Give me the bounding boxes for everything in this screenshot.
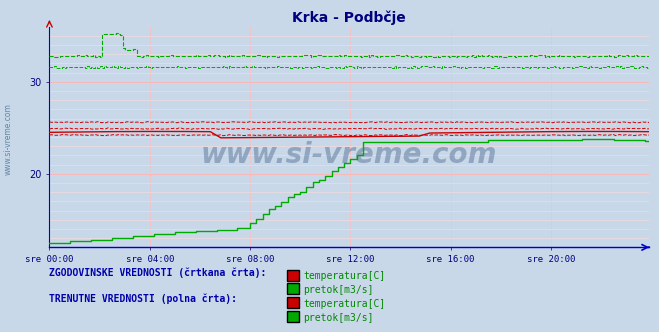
Text: www.si-vreme.com: www.si-vreme.com xyxy=(3,104,13,175)
Text: ZGODOVINSKE VREDNOSTI (črtkana črta):: ZGODOVINSKE VREDNOSTI (črtkana črta): xyxy=(49,267,267,278)
Text: temperatura[C]: temperatura[C] xyxy=(303,299,386,309)
Text: temperatura[C]: temperatura[C] xyxy=(303,271,386,281)
Title: Krka - Podbčje: Krka - Podbčje xyxy=(293,11,406,25)
Text: www.si-vreme.com: www.si-vreme.com xyxy=(201,141,498,169)
Text: pretok[m3/s]: pretok[m3/s] xyxy=(303,285,374,294)
Text: pretok[m3/s]: pretok[m3/s] xyxy=(303,313,374,323)
Text: TRENUTNE VREDNOSTI (polna črta):: TRENUTNE VREDNOSTI (polna črta): xyxy=(49,294,237,304)
